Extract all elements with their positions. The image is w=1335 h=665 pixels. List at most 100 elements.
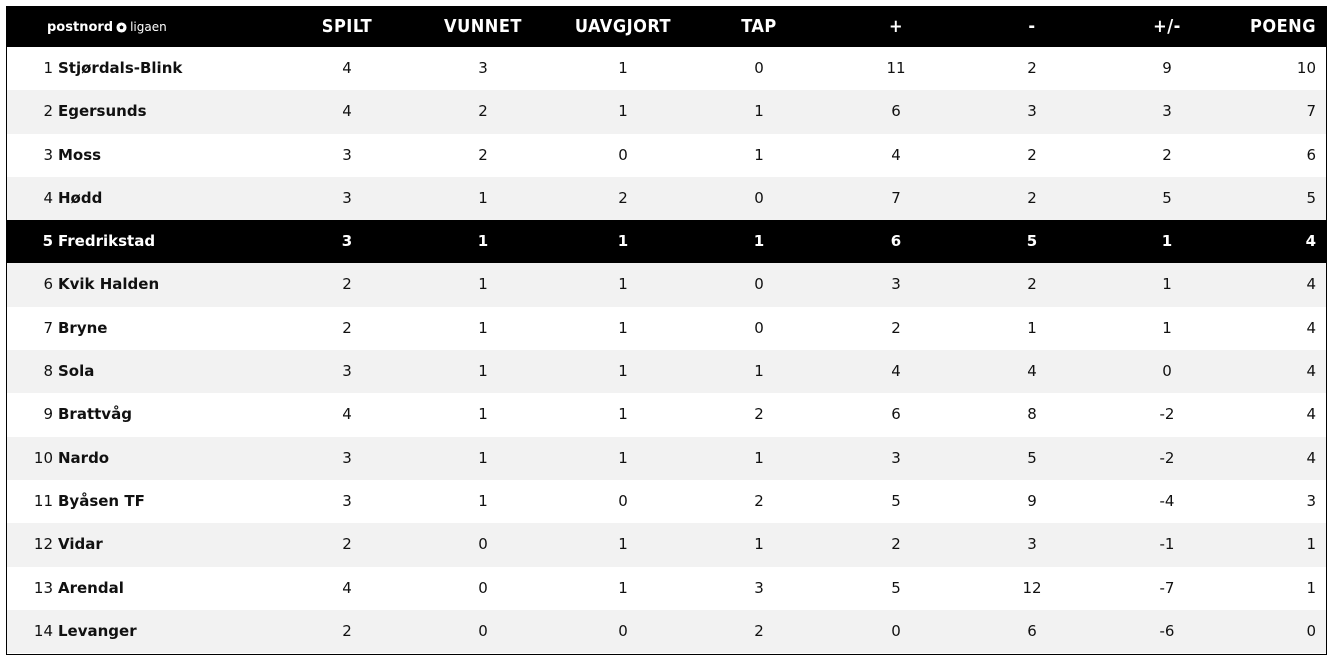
tap-cell: 1 [754, 448, 764, 467]
tap-cell: 0 [754, 188, 764, 207]
minus-cell: 3 [1027, 102, 1037, 121]
rank-cell: 6 [43, 275, 53, 294]
poeng-cell: 4 [1306, 318, 1316, 337]
minus-cell: 3 [1027, 535, 1037, 554]
plus-cell: 11 [886, 59, 906, 77]
vunnet-cell: 1 [478, 362, 488, 381]
team-name: Egersunds [58, 102, 147, 121]
team-name: Levanger [58, 621, 137, 640]
diff-cell: -6 [1159, 621, 1175, 640]
tap-cell: 3 [754, 578, 764, 597]
diff-cell: -2 [1159, 405, 1175, 424]
poeng-cell: 4 [1306, 275, 1316, 294]
table-row[interactable]: 5 Fredrikstad 3 1 1 1 6 5 1 4 [7, 220, 1326, 264]
poeng-cell: 4 [1306, 448, 1316, 467]
team-name: Nardo [58, 448, 110, 467]
minus-cell: 12 [1022, 578, 1042, 597]
table-body: 1 Stjørdals-Blink 4 3 1 0 11 2 9 10 2 Egersunds 4 2 1 1… [7, 47, 1326, 654]
league-logo: postnord ligaen [47, 7, 167, 47]
col-header-spilt: SPILT [321, 16, 373, 37]
vunnet-cell: 2 [478, 102, 488, 121]
plus-cell: 4 [891, 145, 901, 164]
plus-cell: 7 [891, 188, 901, 207]
plus-cell: 2 [891, 318, 901, 337]
vunnet-cell: 1 [478, 188, 488, 207]
table-row[interactable]: 2 Egersunds 4 2 1 1 6 3 3 7 [7, 90, 1326, 134]
col-header-poeng: POENG [1249, 16, 1316, 37]
team-name: Byåsen TF [58, 491, 145, 510]
uavgjort-cell: 1 [618, 318, 628, 337]
poeng-cell: 4 [1306, 405, 1316, 424]
team-name: Arendal [58, 578, 124, 597]
col-header-uavgjort: UAVGJORT [574, 16, 672, 37]
poeng-cell: 10 [1296, 59, 1316, 77]
league-table: postnord ligaen SPILT VUNNET UAVGJORT TA… [6, 6, 1327, 655]
table-row[interactable]: 11 Byåsen TF 3 1 0 2 5 9 -4 3 [7, 480, 1326, 523]
uavgjort-cell: 0 [618, 621, 628, 640]
table-row[interactable]: 3 Moss 3 2 0 1 4 2 2 6 [7, 134, 1326, 177]
spilt-cell: 4 [342, 405, 352, 424]
plus-cell: 2 [891, 535, 901, 554]
table-row[interactable]: 14 Levanger 2 0 0 2 0 6 -6 0 [7, 609, 1326, 654]
vunnet-cell: 0 [478, 535, 488, 554]
uavgjort-cell: 1 [618, 59, 628, 77]
spilt-cell: 4 [342, 59, 352, 77]
rank-cell: 8 [43, 362, 53, 381]
table-row[interactable]: 13 Arendal 4 0 1 3 5 12 -7 1 [7, 567, 1326, 610]
uavgjort-cell: 2 [618, 188, 628, 207]
rank-cell: 10 [33, 448, 53, 467]
table-row[interactable]: 8 Sola 3 1 1 1 4 4 0 4 [7, 350, 1326, 394]
col-header-vunnet: VUNNET [444, 16, 522, 37]
col-header-diff: +/- [1153, 16, 1181, 37]
spilt-cell: 2 [342, 318, 352, 337]
team-name: Bryne [58, 318, 108, 337]
uavgjort-cell: 1 [618, 578, 628, 597]
vunnet-cell: 2 [478, 145, 488, 164]
table-row[interactable]: 7 Bryne 2 1 1 0 2 1 1 4 [7, 307, 1326, 350]
spilt-cell: 2 [342, 275, 352, 294]
rank-cell: 5 [42, 232, 53, 251]
tap-cell: 1 [754, 102, 764, 121]
tap-cell: 1 [753, 232, 765, 251]
spilt-cell: 2 [342, 621, 352, 640]
poeng-cell: 0 [1306, 621, 1316, 640]
tap-cell: 1 [754, 535, 764, 554]
table-row[interactable]: 4 Hødd 3 1 2 0 7 2 5 5 [7, 176, 1326, 221]
vunnet-cell: 3 [478, 59, 488, 77]
minus-cell: 2 [1027, 188, 1037, 207]
poeng-cell: 1 [1306, 578, 1316, 597]
minus-cell: 2 [1027, 145, 1037, 164]
rank-cell: 3 [43, 145, 53, 164]
minus-cell: 8 [1027, 405, 1037, 424]
diff-cell: -7 [1159, 578, 1175, 597]
rank-cell: 7 [43, 318, 53, 337]
table-row[interactable]: 1 Stjørdals-Blink 4 3 1 0 11 2 9 10 [7, 47, 1326, 90]
table-row[interactable]: 6 Kvik Halden 2 1 1 0 3 2 1 4 [7, 263, 1326, 307]
tap-cell: 2 [754, 405, 764, 424]
table-row[interactable]: 10 Nardo 3 1 1 1 3 5 -2 4 [7, 436, 1326, 480]
tap-cell: 0 [754, 275, 764, 294]
col-header-tap: TAP [741, 16, 777, 37]
diff-cell: -1 [1159, 535, 1175, 554]
team-name: Sola [58, 362, 95, 381]
team-name: Fredrikstad [58, 232, 156, 251]
diff-cell: 1 [1162, 318, 1172, 337]
diff-cell: 1 [1161, 232, 1173, 251]
plus-cell: 6 [891, 102, 901, 121]
plus-cell: 0 [891, 621, 901, 640]
plus-cell: 6 [891, 405, 901, 424]
vunnet-cell: 0 [478, 621, 488, 640]
table-row[interactable]: 9 Brattvåg 4 1 1 2 6 8 -2 4 [7, 393, 1326, 436]
minus-cell: 2 [1027, 59, 1037, 77]
spilt-cell: 3 [342, 362, 352, 381]
rank-cell: 4 [43, 188, 53, 207]
uavgjort-cell: 1 [618, 275, 628, 294]
poeng-cell: 4 [1305, 232, 1316, 251]
plus-cell: 3 [891, 275, 901, 294]
poeng-cell: 4 [1306, 362, 1316, 381]
soccer-ball-icon [116, 21, 127, 33]
table-row[interactable]: 12 Vidar 2 0 1 1 2 3 -1 1 [7, 523, 1326, 567]
minus-cell: 4 [1027, 362, 1037, 381]
spilt-cell: 3 [342, 188, 352, 207]
logo-brand: postnord [47, 19, 114, 35]
